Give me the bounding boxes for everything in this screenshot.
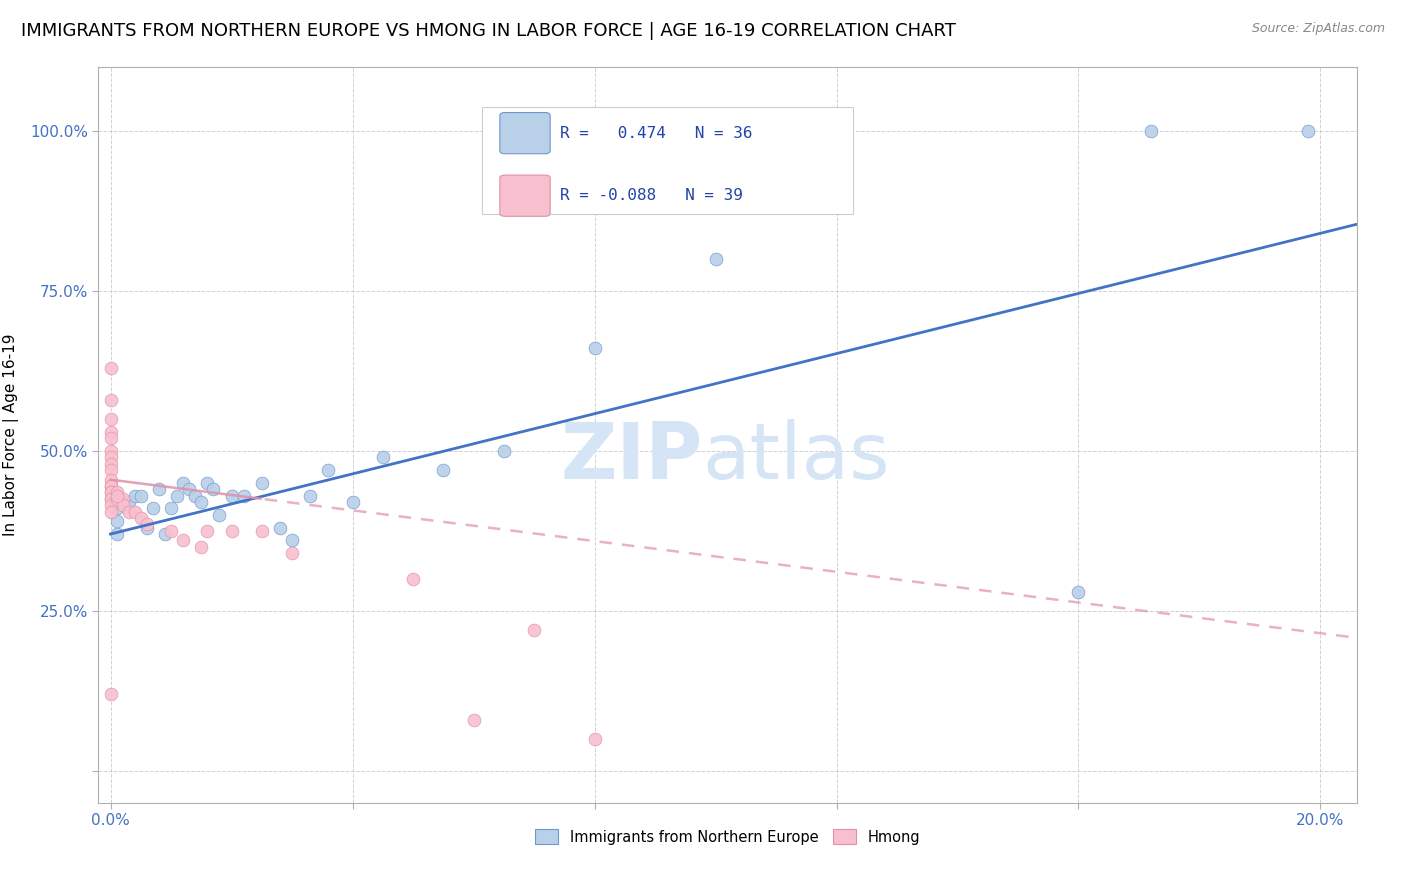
Point xyxy=(100,425,122,439)
Point xyxy=(105,485,128,500)
Point xyxy=(111,491,134,506)
Point xyxy=(100,479,122,493)
Point xyxy=(100,498,122,512)
Point xyxy=(100,443,122,458)
Point xyxy=(523,623,546,637)
Text: atlas: atlas xyxy=(703,419,890,495)
Point xyxy=(250,475,273,490)
Point xyxy=(118,495,141,509)
Point xyxy=(129,489,152,503)
Point xyxy=(166,489,188,503)
Point xyxy=(492,443,515,458)
Point xyxy=(160,501,183,516)
Point xyxy=(281,533,304,548)
Point xyxy=(583,342,606,356)
Point xyxy=(153,527,176,541)
Point xyxy=(583,731,606,746)
Point xyxy=(1298,124,1320,138)
Point xyxy=(463,713,485,727)
Point xyxy=(299,489,322,503)
Point xyxy=(172,475,194,490)
Point xyxy=(190,540,212,554)
Point xyxy=(100,450,122,465)
Point xyxy=(202,482,225,496)
Point xyxy=(100,463,122,477)
Y-axis label: In Labor Force | Age 16-19: In Labor Force | Age 16-19 xyxy=(3,334,18,536)
Point xyxy=(100,485,122,500)
Point xyxy=(100,392,122,407)
Text: R = -0.088   N = 39: R = -0.088 N = 39 xyxy=(560,188,744,203)
Point xyxy=(105,489,128,503)
Point xyxy=(105,491,128,506)
Point xyxy=(221,489,243,503)
Point xyxy=(111,498,134,512)
Point xyxy=(148,482,170,496)
Point xyxy=(100,479,122,493)
Point xyxy=(371,450,394,465)
FancyBboxPatch shape xyxy=(501,112,550,153)
FancyBboxPatch shape xyxy=(482,107,853,214)
Point xyxy=(221,524,243,538)
Point xyxy=(100,457,122,471)
Text: ZIP: ZIP xyxy=(560,419,703,495)
Point xyxy=(342,495,364,509)
Point xyxy=(129,511,152,525)
Legend: Immigrants from Northern Europe, Hmong: Immigrants from Northern Europe, Hmong xyxy=(529,823,927,851)
Point xyxy=(1140,124,1163,138)
Point xyxy=(100,412,122,426)
Point xyxy=(100,687,122,701)
Point xyxy=(105,527,128,541)
Point xyxy=(124,505,146,519)
Point xyxy=(232,489,254,503)
Point xyxy=(118,505,141,519)
Point xyxy=(105,514,128,528)
Text: Source: ZipAtlas.com: Source: ZipAtlas.com xyxy=(1251,22,1385,36)
Point xyxy=(160,524,183,538)
Point xyxy=(100,505,122,519)
Point xyxy=(100,485,122,500)
Point xyxy=(704,252,727,266)
Point xyxy=(135,521,157,535)
Text: IMMIGRANTS FROM NORTHERN EUROPE VS HMONG IN LABOR FORCE | AGE 16-19 CORRELATION : IMMIGRANTS FROM NORTHERN EUROPE VS HMONG… xyxy=(21,22,956,40)
Point xyxy=(135,517,157,532)
Point xyxy=(208,508,231,522)
Point xyxy=(142,501,165,516)
Point xyxy=(105,501,128,516)
Point xyxy=(269,521,291,535)
Point xyxy=(250,524,273,538)
Point xyxy=(124,489,146,503)
Point xyxy=(100,491,122,506)
Point xyxy=(432,463,454,477)
Point xyxy=(100,491,122,506)
Point xyxy=(172,533,194,548)
Point xyxy=(318,463,340,477)
Point xyxy=(195,475,218,490)
Point xyxy=(100,360,122,375)
Point xyxy=(402,572,425,586)
Point xyxy=(100,431,122,445)
Point xyxy=(281,546,304,560)
Point xyxy=(1067,584,1090,599)
FancyBboxPatch shape xyxy=(501,175,550,216)
Point xyxy=(195,524,218,538)
Text: R =   0.474   N = 36: R = 0.474 N = 36 xyxy=(560,126,752,141)
Point xyxy=(179,482,201,496)
Point xyxy=(190,495,212,509)
Point xyxy=(100,473,122,487)
Point xyxy=(111,495,134,509)
Point xyxy=(184,489,207,503)
